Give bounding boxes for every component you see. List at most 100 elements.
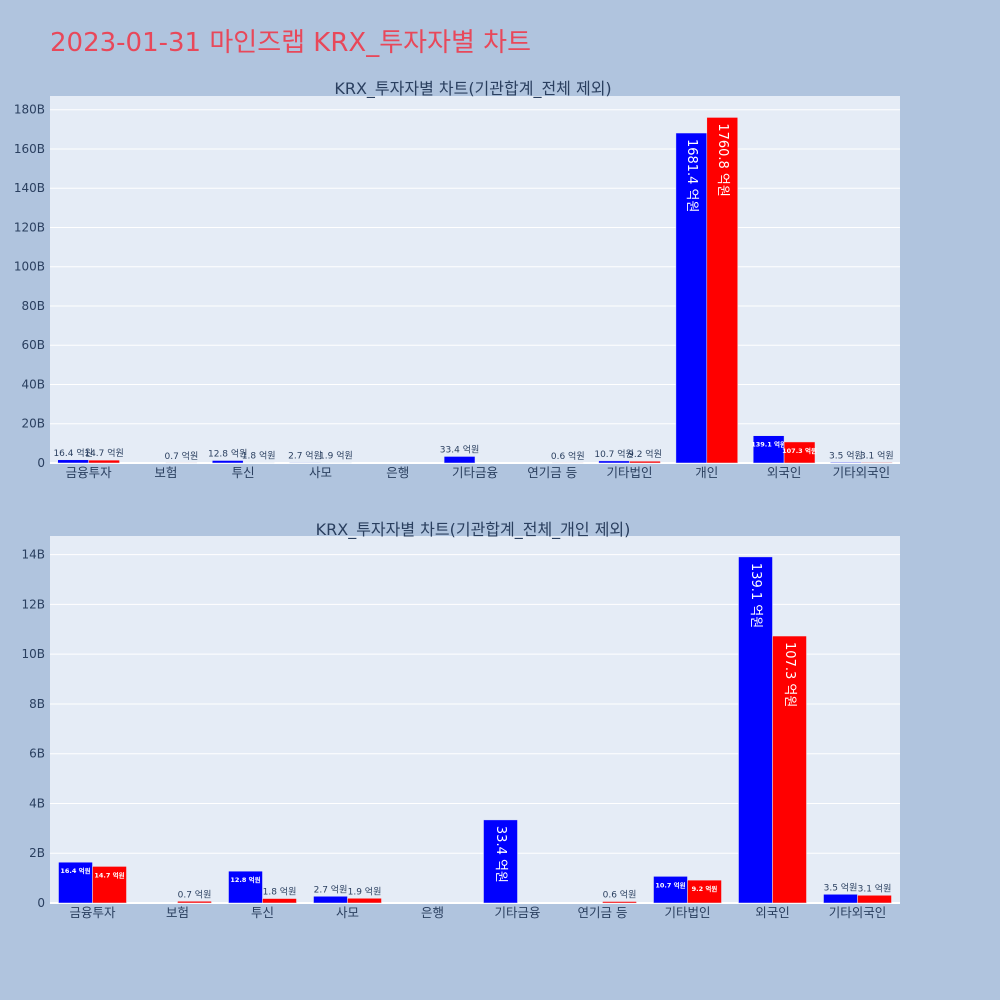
x-tick-label: 투신 — [251, 905, 274, 920]
x-tick-label: 보험 — [166, 905, 189, 920]
data-label: 12.8 억원 — [208, 447, 247, 459]
y-tick-label: 60B — [21, 338, 45, 352]
y-tick-label: 2B — [29, 846, 45, 860]
buy-bar — [823, 894, 858, 904]
buy-bar — [57, 459, 89, 464]
data-label: 107.3 억원 — [782, 642, 797, 707]
sell-bar — [92, 866, 127, 904]
x-tick-label: 개인 — [695, 465, 718, 480]
data-label: 107.3 억원 — [782, 446, 817, 455]
x-tick-label: 기타외국인 — [833, 465, 891, 480]
x-tick-label: 기타법인 — [607, 465, 653, 480]
sell-bar — [783, 441, 816, 464]
data-label: 10.7 억원 — [594, 448, 633, 460]
buy-bar — [443, 456, 476, 464]
buy-bar — [483, 819, 518, 904]
x-tick-label: 은행 — [421, 905, 444, 920]
y-tick-label: 180B — [14, 103, 45, 117]
x-tick-label: 기타법인 — [664, 905, 710, 920]
y-tick-label: 6B — [29, 747, 45, 761]
data-label: 16.4 억원 — [53, 447, 92, 459]
data-label: 3.5 억원 — [829, 449, 863, 461]
data-label: 3.5 억원 — [824, 881, 858, 893]
data-label: 1.9 억원 — [348, 885, 382, 897]
buy-bar — [830, 462, 862, 464]
y-tick-label: 10B — [21, 647, 45, 661]
buy-bar — [313, 896, 348, 904]
plot-area — [50, 96, 900, 463]
x-tick-label: 보험 — [154, 465, 177, 480]
data-label: 33.4 억원 — [440, 443, 479, 455]
sell-bar — [857, 895, 892, 904]
x-tick-label: 기타금융 — [494, 905, 540, 920]
data-label: 9.2 억원 — [692, 884, 718, 893]
buy-bar — [738, 556, 773, 904]
x-tick-label: 사모 — [336, 905, 359, 920]
x-tick-label: 금융투자 — [69, 905, 116, 920]
y-tick-label: 0 — [37, 456, 45, 470]
y-tick-label: 120B — [14, 220, 45, 234]
x-tick-label: 기타금융 — [452, 465, 498, 480]
data-label: 1681.4 억원 — [684, 139, 699, 212]
y-tick-label: 40B — [21, 377, 45, 391]
data-label: 2.7 억원 — [314, 883, 348, 895]
x-tick-label: 연기금 등 — [578, 905, 628, 920]
data-label: 12.8 억원 — [230, 875, 260, 884]
data-label: 10.7 억원 — [655, 880, 685, 889]
data-label: 1.9 억원 — [319, 450, 353, 462]
y-tick-label: 160B — [14, 142, 45, 156]
sell-bar — [772, 635, 807, 904]
x-tick-label: 금융투자 — [66, 465, 113, 480]
y-tick-label: 0 — [37, 896, 45, 910]
y-tick-label: 80B — [21, 299, 45, 313]
y-tick-label: 14B — [21, 548, 45, 562]
data-label: 0.7 억원 — [164, 450, 198, 462]
sell-bar — [602, 901, 637, 904]
x-tick-label: 투신 — [232, 465, 255, 480]
buy-bar — [228, 870, 263, 904]
sell-bar — [88, 459, 120, 464]
data-label: 16.4 억원 — [60, 866, 90, 875]
data-label: 14.7 억원 — [84, 447, 123, 459]
sell-bar — [861, 462, 893, 464]
data-label: 0.7 억원 — [178, 888, 212, 900]
sell-bar — [347, 898, 382, 904]
data-label: 14.7 억원 — [94, 870, 124, 879]
y-tick-label: 4B — [29, 796, 45, 810]
buy-bar — [58, 861, 93, 904]
y-tick-label: 140B — [14, 181, 45, 195]
data-label: 1760.8 억원 — [715, 123, 730, 196]
data-label: 3.1 억원 — [860, 449, 894, 461]
chart-title: KRX_투자자별 차트(기관합계_전체_개인 제외) — [316, 520, 631, 540]
data-label: 33.4 억원 — [493, 826, 508, 883]
buy-bar — [752, 435, 785, 464]
data-label: 2.7 억원 — [288, 449, 322, 461]
buy-bar — [675, 132, 708, 464]
sell-bar — [262, 898, 297, 904]
data-label: 3.1 억원 — [858, 882, 892, 894]
x-tick-label: 외국인 — [755, 905, 790, 920]
x-tick-label: 외국인 — [767, 465, 802, 480]
data-label: 1.8 억원 — [263, 886, 297, 898]
buy-bar — [212, 460, 244, 464]
y-tick-label: 8B — [29, 697, 45, 711]
chart-title: KRX_투자자별 차트(기관합계_전체 제외) — [334, 79, 611, 99]
buy-bar — [289, 462, 321, 464]
sell-bar — [706, 117, 738, 464]
sell-bar — [629, 460, 661, 464]
page-title: 2023-01-31 마인즈랩 KRX_투자자별 차트 — [50, 28, 532, 58]
data-label: 139.1 억원 — [751, 440, 786, 449]
data-label: 0.6 억원 — [603, 889, 637, 901]
data-label: 0.6 억원 — [551, 450, 585, 462]
y-tick-label: 100B — [14, 260, 45, 274]
x-tick-label: 기타외국인 — [829, 905, 887, 920]
data-label: 9.2 억원 — [628, 448, 662, 460]
data-label: 139.1 억원 — [748, 563, 763, 628]
y-tick-label: 12B — [21, 597, 45, 611]
sell-bar — [177, 901, 212, 904]
buy-bar — [598, 460, 630, 464]
sell-bar — [687, 879, 722, 904]
chart-2: 0 2B 4B 6B 8B 10B 12B 14B KRX_투자자별 차트(기관합계_전체_개인… — [21, 520, 900, 920]
buy-bar — [653, 876, 688, 904]
